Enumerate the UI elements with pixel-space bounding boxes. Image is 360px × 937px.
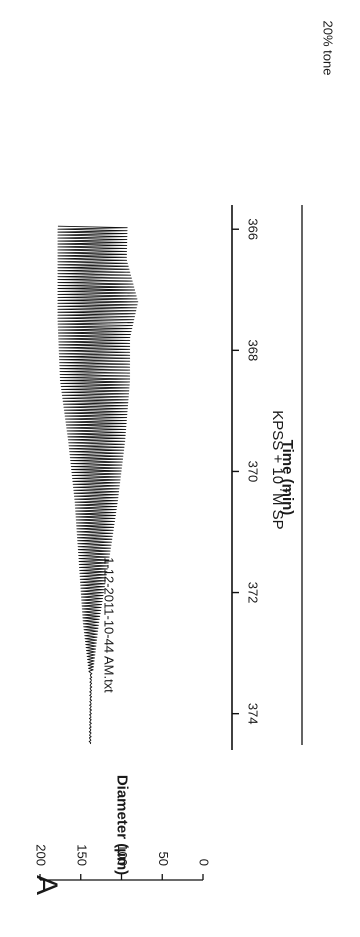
condition-label: KPSS + 10-7M SP xyxy=(269,410,288,529)
time-tick-label: 366 xyxy=(246,218,261,240)
condition-label-suffix: M SP xyxy=(269,493,286,530)
diameter-tick-label: 200 xyxy=(34,844,49,866)
time-tick-label: 372 xyxy=(246,582,261,604)
time-tick-label: 370 xyxy=(246,461,261,483)
diameter-trace-line xyxy=(57,225,139,745)
condition-label-exponent: -7 xyxy=(277,484,288,493)
diameter-tick-label: 0 xyxy=(197,859,212,866)
time-tick-label: 368 xyxy=(246,339,261,361)
condition-label-main: KPSS + 10 xyxy=(269,410,286,484)
filename-label: 1-12-2011-10-44 AM.txt xyxy=(102,557,117,693)
diameter-axis-title: Diameter (µm) xyxy=(114,775,131,875)
plot-area: 0 50 100 150 200 Diameter (µm) 366 368 370 372 374… xyxy=(34,205,296,881)
diameter-tick-label: 100 xyxy=(115,844,130,866)
diameter-tick-label: 50 xyxy=(156,852,171,866)
panel-letter: A xyxy=(30,875,63,895)
time-axis-title: Time (min) xyxy=(279,440,296,516)
diameter-tick-label: 150 xyxy=(74,844,89,866)
time-tick-label: 374 xyxy=(246,703,261,725)
note-label: 20% tone xyxy=(321,21,336,76)
